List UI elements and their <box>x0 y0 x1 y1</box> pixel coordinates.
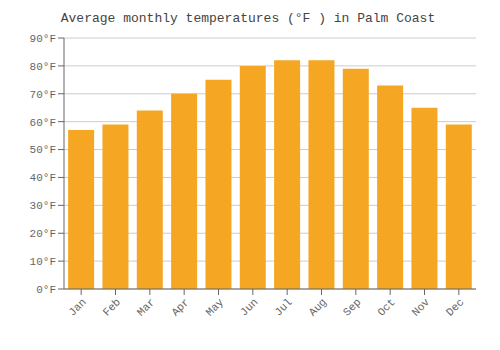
svg-text:30°F: 30°F <box>30 200 56 212</box>
svg-text:Aug: Aug <box>307 296 329 318</box>
svg-text:Oct: Oct <box>375 296 397 318</box>
svg-text:Nov: Nov <box>410 296 433 319</box>
svg-text:0°F: 0°F <box>36 284 56 296</box>
html-text:Average monthly temperatures (: Average monthly temperatures (°F ) in Pa… <box>60 11 436 26</box>
svg-text:Dec: Dec <box>444 296 466 318</box>
svg-text:20°F: 20°F <box>30 228 56 240</box>
svg-text:Mar: Mar <box>135 296 157 318</box>
svg-text:50°F: 50°F <box>30 144 56 156</box>
svg-text:90°F: 90°F <box>30 33 56 45</box>
svg-text:80°F: 80°F <box>30 61 56 73</box>
svg-text:10°F: 10°F <box>30 256 56 268</box>
svg-text:Jun: Jun <box>238 296 260 318</box>
svg-text:70°F: 70°F <box>30 89 56 101</box>
svg-text:40°F: 40°F <box>30 172 56 184</box>
svg-text:Feb: Feb <box>101 296 123 318</box>
svg-text:60°F: 60°F <box>30 117 56 129</box>
svg-text:Sep: Sep <box>341 296 363 318</box>
svg-text:Jan: Jan <box>66 296 88 318</box>
svg-text:Jul: Jul <box>272 296 294 318</box>
svg-text:Apr: Apr <box>169 296 191 318</box>
svg-text:May: May <box>204 296 227 319</box>
